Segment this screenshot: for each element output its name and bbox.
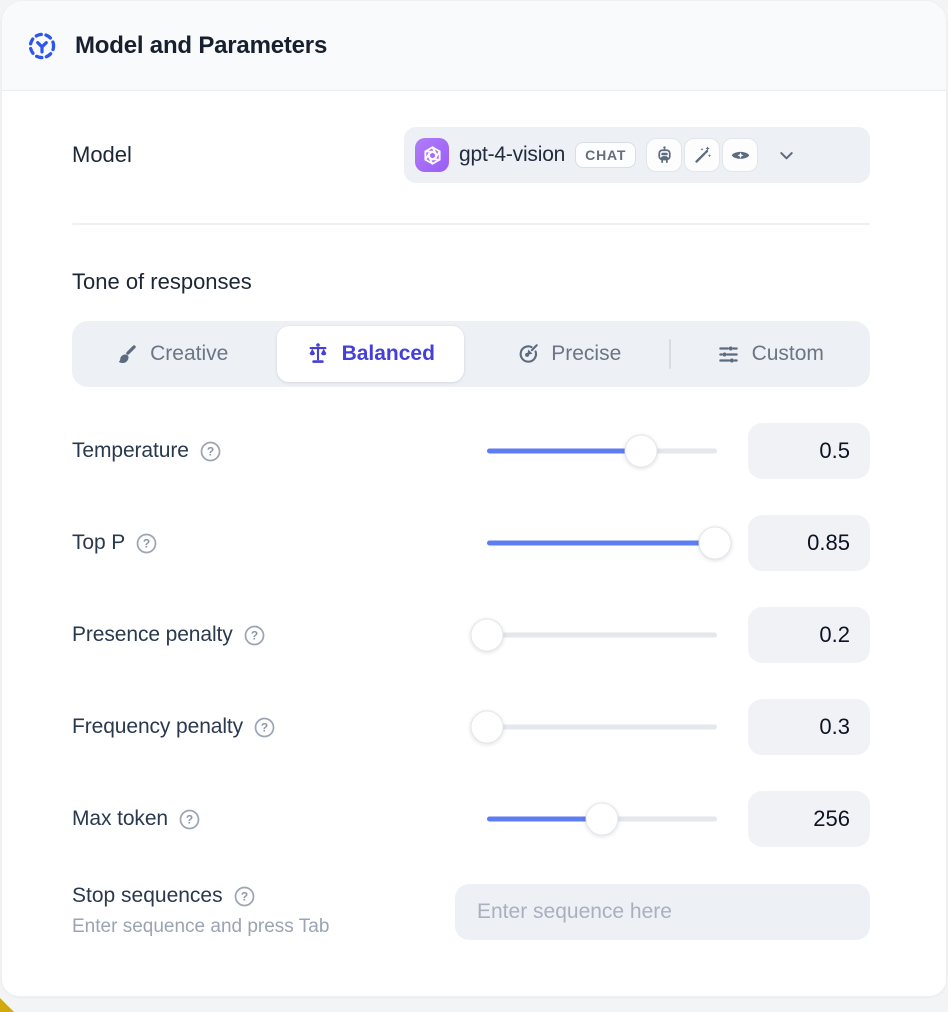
parameter-label: Presence penalty <box>72 623 233 646</box>
tone-option-precise[interactable]: Precise <box>469 321 669 387</box>
tone-segmented-control: Creative Balanced <box>72 321 870 387</box>
background-corner-accent <box>0 998 14 1012</box>
slider-handle[interactable] <box>470 710 504 744</box>
presence-penalty-value[interactable]: 0.2 <box>748 607 870 663</box>
svg-text:?: ? <box>240 889 247 903</box>
model-row: Model gpt-4-vision CHAT <box>72 127 870 183</box>
slider-handle[interactable] <box>470 618 504 652</box>
help-icon[interactable]: ? <box>253 716 276 739</box>
stop-sequences-helper: Enter sequence and press Tab <box>72 916 330 937</box>
top-p-value[interactable]: 0.85 <box>748 515 870 571</box>
segment-divider <box>668 339 671 369</box>
help-icon[interactable]: ? <box>135 532 158 555</box>
section-divider <box>72 223 870 225</box>
stop-sequences-row: Stop sequences ? Enter sequence and pres… <box>72 884 870 990</box>
robot-icon <box>646 138 683 172</box>
parameter-label: Temperature <box>72 439 189 462</box>
presence-penalty-slider[interactable] <box>470 618 717 652</box>
max-token-value[interactable]: 256 <box>748 791 870 847</box>
model-capability-chips <box>646 138 759 172</box>
stop-sequence-input[interactable] <box>455 884 870 940</box>
max-token-slider[interactable] <box>487 802 717 836</box>
svg-text:?: ? <box>143 536 150 550</box>
top-p-slider[interactable] <box>487 526 732 560</box>
parameter-row-max-token: Max token ? 256 <box>72 791 870 847</box>
model-hub-icon <box>26 30 58 62</box>
page-title: Model and Parameters <box>75 31 328 59</box>
magic-wand-icon <box>684 138 721 172</box>
tone-option-creative[interactable]: Creative <box>72 321 272 387</box>
temperature-slider[interactable] <box>487 434 717 468</box>
slider-handle[interactable] <box>585 802 619 836</box>
chevron-down-icon <box>776 145 797 166</box>
tone-option-balanced[interactable]: Balanced <box>276 326 465 382</box>
vision-eye-icon <box>722 138 759 172</box>
tone-heading: Tone of responses <box>72 269 252 294</box>
selected-model-name: gpt-4-vision <box>459 143 566 166</box>
openai-logo-icon <box>415 138 449 172</box>
parameter-row-frequency-penalty: Frequency penalty ? 0.3 <box>72 699 870 755</box>
frequency-penalty-slider[interactable] <box>470 710 717 744</box>
parameter-label: Max token <box>72 807 168 830</box>
tone-option-label: Custom <box>751 342 824 365</box>
svg-text:?: ? <box>251 628 258 642</box>
sliders-icon <box>717 343 740 366</box>
target-icon <box>516 343 539 366</box>
parameter-label: Frequency penalty <box>72 715 244 738</box>
model-type-badge: CHAT <box>575 142 637 168</box>
help-icon[interactable]: ? <box>233 885 256 908</box>
tone-option-label: Precise <box>551 342 622 365</box>
parameter-row-presence-penalty: Presence penalty ? 0.2 <box>72 607 870 663</box>
stop-sequences-label: Stop sequences <box>72 884 223 907</box>
tone-option-label: Creative <box>150 342 229 365</box>
model-select[interactable]: gpt-4-vision CHAT <box>404 127 870 183</box>
model-label: Model <box>72 142 132 167</box>
scales-icon <box>306 342 330 366</box>
paintbrush-icon <box>115 343 138 366</box>
svg-text:?: ? <box>261 720 268 734</box>
parameter-row-temperature: Temperature ? 0.5 <box>72 423 870 479</box>
panel-header: Model and Parameters <box>2 1 946 91</box>
parameter-label: Top P <box>72 531 126 554</box>
help-icon[interactable]: ? <box>243 624 266 647</box>
tone-option-custom[interactable]: Custom <box>671 321 871 387</box>
help-icon[interactable]: ? <box>199 440 222 463</box>
svg-text:?: ? <box>186 812 193 826</box>
parameter-row-top-p: Top P ? 0.85 <box>72 515 870 571</box>
slider-handle[interactable] <box>624 434 658 468</box>
help-icon[interactable]: ? <box>178 808 201 831</box>
frequency-penalty-value[interactable]: 0.3 <box>748 699 870 755</box>
tone-option-label: Balanced <box>341 342 435 365</box>
slider-handle[interactable] <box>698 526 732 560</box>
svg-text:?: ? <box>207 444 214 458</box>
temperature-value[interactable]: 0.5 <box>748 423 870 479</box>
